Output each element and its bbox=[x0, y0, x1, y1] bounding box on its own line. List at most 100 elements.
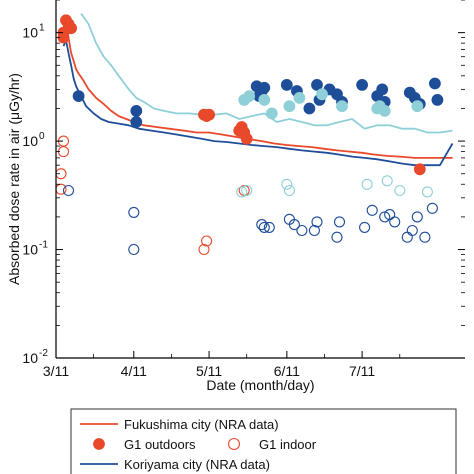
filled-point bbox=[293, 92, 306, 104]
open-point bbox=[421, 186, 433, 198]
open-point bbox=[198, 243, 210, 256]
legend-box bbox=[70, 408, 457, 474]
filled-point bbox=[303, 102, 316, 115]
filled-point bbox=[413, 163, 426, 176]
open-point bbox=[359, 221, 371, 233]
open-point bbox=[128, 243, 140, 256]
open-point bbox=[201, 235, 213, 247]
filled-point bbox=[336, 100, 348, 113]
x-tick-label: 5/11 bbox=[196, 363, 222, 379]
filled-point bbox=[233, 124, 246, 137]
series-line bbox=[80, 12, 453, 134]
filled-point bbox=[316, 88, 328, 101]
series-1 bbox=[62, 39, 454, 167]
series-7 bbox=[62, 184, 438, 256]
legend-marker-swatch bbox=[93, 438, 105, 450]
filled-point bbox=[428, 77, 441, 90]
legend-entry: Fukushima city (NRA data) bbox=[80, 417, 279, 432]
series-3 bbox=[57, 14, 426, 176]
y-axis-label: Absorbed dose rate in air (μGy/hr) bbox=[6, 73, 22, 285]
open-point bbox=[419, 231, 431, 243]
open-point bbox=[333, 216, 346, 228]
legend-marker-swatch bbox=[227, 437, 241, 451]
open-point bbox=[311, 216, 323, 228]
legend: Fukushima city (NRA data) G1 outdoors G1 i… bbox=[70, 408, 457, 474]
filled-point bbox=[265, 107, 278, 120]
filled-point bbox=[243, 90, 256, 102]
x-tick-label: 7/11 bbox=[349, 363, 375, 379]
open-point bbox=[62, 184, 75, 197]
x-tick-label: 6/11 bbox=[274, 363, 300, 379]
legend-entry: G1 indoor bbox=[227, 437, 317, 452]
y-tick-label: 10 bbox=[22, 350, 38, 366]
filled-point bbox=[431, 94, 444, 106]
series-6 bbox=[238, 88, 424, 120]
filled-point bbox=[280, 79, 293, 91]
y-tick-exponent: -2 bbox=[39, 348, 48, 359]
open-point bbox=[256, 219, 268, 231]
open-point bbox=[56, 183, 67, 195]
y-tick-label: 10 bbox=[22, 133, 38, 149]
legend-entry: G1 outdoors bbox=[93, 437, 196, 452]
filled-point bbox=[72, 90, 85, 102]
open-point bbox=[366, 204, 378, 216]
open-point bbox=[406, 224, 418, 237]
filled-point bbox=[203, 108, 216, 121]
open-point bbox=[236, 186, 248, 198]
open-point bbox=[381, 175, 393, 187]
open-point bbox=[128, 206, 140, 218]
open-point bbox=[241, 184, 253, 197]
open-point bbox=[426, 202, 438, 214]
filled-point bbox=[411, 100, 424, 113]
filled-point bbox=[258, 81, 271, 94]
y-tick-exponent: 0 bbox=[39, 131, 45, 142]
y-tick-label: 10 bbox=[22, 242, 38, 258]
open-point bbox=[389, 216, 401, 228]
open-point bbox=[238, 184, 250, 197]
filled-point bbox=[240, 132, 253, 145]
filled-point bbox=[376, 83, 389, 96]
open-point bbox=[283, 184, 295, 197]
series-line bbox=[62, 39, 454, 167]
series-line bbox=[62, 27, 453, 159]
series-8 bbox=[236, 175, 433, 198]
series-0 bbox=[62, 27, 453, 159]
open-point bbox=[379, 211, 391, 223]
filled-point bbox=[65, 22, 77, 35]
open-point bbox=[281, 178, 293, 190]
y-tick-exponent: 1 bbox=[39, 23, 45, 34]
legend-label: Fukushima city (NRA data) bbox=[124, 417, 279, 432]
open-point bbox=[258, 221, 270, 233]
open-point bbox=[296, 224, 308, 237]
y-tick-exponent: -1 bbox=[39, 240, 48, 251]
open-point bbox=[331, 231, 343, 243]
series-2 bbox=[80, 12, 453, 134]
legend-entry: Koriyama city (NRA data) bbox=[80, 457, 270, 472]
filled-point bbox=[378, 105, 391, 117]
series-5 bbox=[72, 77, 444, 128]
series-layer bbox=[56, 12, 454, 256]
filled-point bbox=[356, 79, 369, 91]
filled-point bbox=[130, 105, 143, 117]
legend-label: G1 outdoors bbox=[124, 437, 196, 452]
open-point bbox=[394, 184, 406, 197]
open-point bbox=[56, 168, 67, 180]
filled-point bbox=[283, 100, 296, 113]
x-tick-label: 3/11 bbox=[43, 363, 69, 379]
open-point bbox=[308, 224, 320, 237]
legend-label: Koriyama city (NRA data) bbox=[124, 457, 270, 472]
filled-point bbox=[130, 116, 143, 128]
x-axis-label: Date (month/day) bbox=[206, 377, 314, 393]
filled-point bbox=[311, 79, 323, 91]
open-point bbox=[411, 211, 423, 223]
open-point bbox=[263, 221, 275, 233]
x-tick-label: 4/11 bbox=[121, 363, 147, 379]
open-point bbox=[401, 231, 413, 243]
series-4 bbox=[56, 135, 250, 256]
open-point bbox=[361, 178, 373, 190]
legend-label: G1 indoor bbox=[259, 437, 317, 452]
y-tick-label: 10 bbox=[22, 25, 38, 41]
open-point bbox=[288, 219, 300, 231]
